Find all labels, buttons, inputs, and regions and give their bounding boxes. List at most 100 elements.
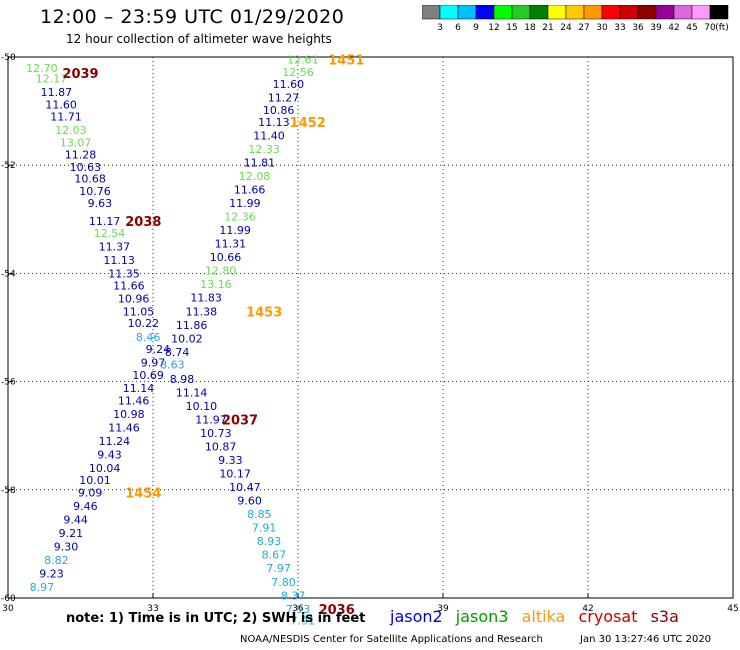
data-point-label: 9.33 bbox=[218, 454, 243, 467]
pass-annotation: 1453 bbox=[246, 305, 282, 320]
data-point-label: 9.60 bbox=[237, 495, 262, 508]
data-point-label: 11.28 bbox=[65, 148, 97, 161]
data-point-label: 10.87 bbox=[205, 441, 237, 454]
colorbar-label: (ft) bbox=[715, 23, 729, 33]
colorbar-label: 30 bbox=[596, 23, 608, 33]
data-point-label: 10.04 bbox=[89, 462, 121, 475]
data-point-label: 11.46 bbox=[108, 422, 140, 435]
pass-annotation: 1452 bbox=[290, 116, 326, 131]
data-point-label: 11.24 bbox=[99, 435, 131, 448]
legend-cryosat: cryosat bbox=[578, 607, 638, 626]
data-point-label: 11.46 bbox=[118, 395, 150, 408]
data-point-label: 11.81 bbox=[244, 156, 276, 169]
data-point-label: 11.38 bbox=[186, 305, 218, 318]
pass-annotation: 2036 bbox=[319, 603, 355, 618]
footer-date: Jan 30 13:27:46 UTC 2020 bbox=[580, 634, 712, 645]
x-tick-label: 42 bbox=[582, 604, 593, 614]
data-point-label: 12.17 bbox=[36, 73, 68, 86]
data-point-label: 10.98 bbox=[113, 408, 145, 421]
x-tick-label: 33 bbox=[147, 604, 158, 614]
data-point-label: 11.31 bbox=[215, 238, 247, 251]
page-subtitle: 12 hour collection of altimeter wave hei… bbox=[66, 32, 332, 46]
footer-note: note: 1) Time is in UTC; 2) SWH is in fe… bbox=[66, 611, 366, 626]
data-point-label: 9.09 bbox=[78, 487, 103, 500]
colorbar-label: 45 bbox=[686, 23, 697, 33]
legend-s3a: s3a bbox=[650, 607, 679, 626]
pass-annotation: 2039 bbox=[62, 67, 98, 82]
data-point-label: 8.93 bbox=[257, 535, 282, 548]
page-title: 12:00 – 23:59 UTC 01/29/2020 bbox=[40, 6, 345, 28]
data-point-label: 13.16 bbox=[200, 278, 232, 291]
data-point-label: 11.60 bbox=[45, 99, 77, 112]
y-tick-label: -58 bbox=[1, 486, 16, 496]
data-point-label: 12.03 bbox=[55, 124, 87, 137]
data-point-label: 11.17 bbox=[89, 215, 121, 228]
data-point-label: 11.14 bbox=[123, 382, 155, 395]
data-point-label: 10.96 bbox=[118, 292, 150, 305]
data-point-label: 11.66 bbox=[113, 279, 145, 292]
data-point-label: 11.35 bbox=[108, 267, 140, 280]
data-point-label: 12.80 bbox=[205, 265, 237, 278]
colorbar-label: 27 bbox=[578, 23, 589, 33]
data-point-label: 7.97 bbox=[266, 562, 291, 575]
colorbar-label: 15 bbox=[506, 23, 517, 33]
data-point-label: 12.33 bbox=[248, 143, 280, 156]
colorbar-label: 3 bbox=[437, 23, 443, 33]
data-point-label: 10.10 bbox=[186, 400, 218, 413]
satellite-legend: jason2 jason3 altika cryosat s3a bbox=[390, 607, 687, 626]
colorbar-label: 42 bbox=[668, 23, 679, 33]
data-point-label: 10.76 bbox=[79, 185, 111, 198]
legend-jason3: jason3 bbox=[455, 607, 509, 626]
colorbar-label: 33 bbox=[614, 23, 625, 33]
data-point-label: 10.86 bbox=[263, 104, 295, 117]
data-point-label: 11.27 bbox=[268, 92, 300, 105]
data-point-label: 7.91 bbox=[252, 522, 277, 535]
data-point-label: 11.37 bbox=[99, 240, 131, 253]
colorbar-label: 6 bbox=[455, 23, 461, 33]
data-point-label: 9.63 bbox=[88, 197, 113, 210]
y-tick-label: -54 bbox=[1, 269, 16, 279]
plot-frame bbox=[7, 56, 734, 599]
data-point-label: 10.68 bbox=[74, 173, 106, 186]
data-point-label: 11.66 bbox=[234, 184, 266, 197]
data-point-label: 10.69 bbox=[132, 369, 164, 382]
data-point-label: 9.30 bbox=[54, 541, 79, 554]
pass-annotation: 2038 bbox=[125, 215, 161, 230]
colorbar-label: 9 bbox=[473, 23, 479, 33]
data-point-label: 8.97 bbox=[30, 581, 55, 594]
data-point-label: 12.56 bbox=[282, 66, 314, 79]
data-point-label: 10.63 bbox=[70, 161, 102, 174]
data-point-label: 8.67 bbox=[262, 549, 287, 562]
colorbar-label: 39 bbox=[650, 23, 662, 33]
data-point-label: 8.85 bbox=[247, 508, 272, 521]
data-point-label: 10.47 bbox=[229, 481, 261, 494]
colorbar-label: 18 bbox=[524, 23, 536, 33]
data-point-label: 10.22 bbox=[128, 317, 160, 330]
data-point-label: 9.21 bbox=[59, 527, 84, 540]
legend-jason2: jason2 bbox=[390, 607, 443, 626]
data-point-label: 12.36 bbox=[224, 211, 256, 224]
y-tick-label: -50 bbox=[1, 53, 16, 63]
data-point-label: 11.13 bbox=[103, 254, 135, 267]
data-point-label: 9.97 bbox=[141, 357, 166, 370]
colorbar-label: 36 bbox=[632, 23, 644, 33]
pass-annotation: 1454 bbox=[125, 487, 161, 502]
data-point-label: 12.08 bbox=[239, 170, 271, 183]
data-point-label: 8.74 bbox=[165, 346, 190, 359]
data-point-label: 11.13 bbox=[258, 116, 290, 129]
colorbar-swatch bbox=[709, 5, 729, 20]
data-point-label: 7.80 bbox=[271, 576, 296, 589]
data-point-label: 11.40 bbox=[253, 129, 285, 142]
data-point-label: 11.05 bbox=[123, 305, 155, 318]
data-point-label: 11.60 bbox=[273, 78, 305, 91]
data-point-label: 7.93 bbox=[286, 603, 311, 616]
data-point-label: 11.99 bbox=[219, 224, 251, 237]
colorbar-legend: 3 6 9 12 15 18 21 24 27 30 33 36 39 42 45 70 (ft) bbox=[422, 5, 729, 33]
colorbar-label: 24 bbox=[560, 23, 572, 33]
data-point-label: 9.46 bbox=[73, 500, 98, 513]
data-point-label: 10.66 bbox=[210, 251, 242, 264]
data-point-label: 9.24 bbox=[146, 343, 171, 356]
data-point-label: 9.23 bbox=[39, 568, 64, 581]
data-point-label: 11.71 bbox=[50, 111, 82, 124]
